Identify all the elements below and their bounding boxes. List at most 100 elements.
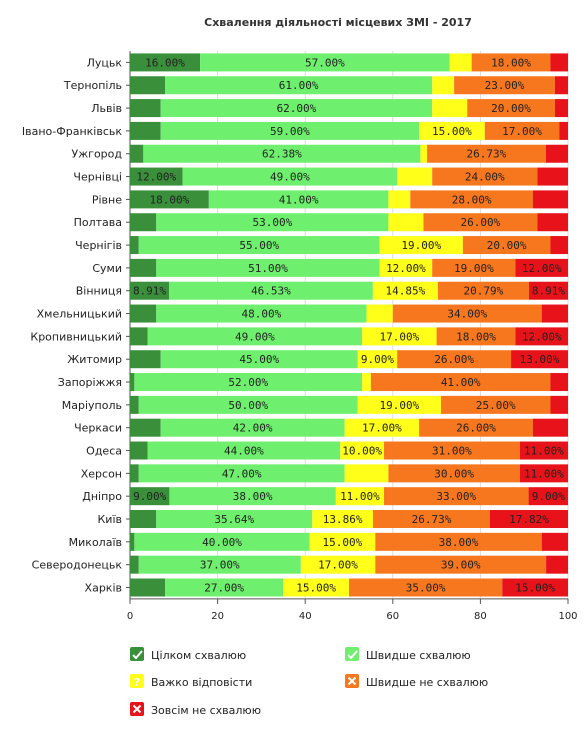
- bar-segment: [130, 236, 139, 255]
- legend-swatch: [130, 674, 144, 688]
- data-label: 11.00%: [524, 445, 564, 458]
- bar-segment: [160, 418, 345, 437]
- bar-segment: [384, 441, 520, 460]
- data-label: 26.00%: [434, 353, 474, 366]
- data-label: 15.00%: [323, 536, 363, 549]
- bar-segment: [559, 121, 568, 140]
- data-label: 37.00%: [200, 559, 240, 572]
- category-label: Запоріжжя: [58, 376, 122, 389]
- bar-segment: [156, 258, 380, 277]
- data-label: 12.00%: [522, 330, 562, 343]
- category-label: Кропивницький: [30, 330, 122, 343]
- data-label: 8.91%: [532, 285, 565, 298]
- bar-segment: [427, 144, 546, 163]
- bar-segment: [208, 190, 389, 209]
- category-label: Чернігів: [75, 239, 122, 252]
- bar-segment: [130, 213, 157, 232]
- bar-segment: [357, 350, 398, 369]
- data-label: 38.00%: [233, 490, 273, 503]
- bar-segment: [546, 555, 568, 574]
- category-label: Маріуполь: [62, 399, 122, 412]
- data-label: 28.00%: [452, 193, 492, 206]
- bar-segment: [550, 53, 568, 72]
- bar-segment: [423, 213, 538, 232]
- bar-segment: [130, 167, 183, 186]
- bar-segment: [130, 99, 161, 118]
- bar-segment: [410, 190, 533, 209]
- bar-segment: [156, 304, 367, 323]
- cross-icon: [132, 704, 142, 714]
- bar-segment: [130, 510, 157, 529]
- x-tick-label: 80: [474, 611, 487, 622]
- bar-segment: [130, 487, 170, 506]
- question-icon: ?: [134, 676, 140, 689]
- bar-segment: [283, 578, 349, 597]
- bar-segment: [130, 121, 161, 140]
- legend-swatch: [345, 647, 359, 661]
- data-label: 19.00%: [401, 239, 441, 252]
- bar-segment: [502, 578, 568, 597]
- bar-segment: [130, 350, 161, 369]
- category-label: Полтава: [74, 216, 122, 229]
- bar-segment: [156, 510, 313, 529]
- bar-segment: [134, 532, 310, 551]
- bar-segment: [138, 464, 345, 483]
- bar-segment: [370, 373, 551, 392]
- bar-segment: [300, 555, 376, 574]
- data-label: 62.38%: [262, 148, 302, 161]
- bar-segment: [165, 76, 433, 95]
- svg-text:?: ?: [134, 676, 140, 689]
- data-label: 35.00%: [406, 582, 446, 595]
- category-label: Тернопіль: [63, 79, 122, 92]
- bar-segment: [156, 213, 389, 232]
- check-icon: [132, 650, 143, 660]
- data-label: 61.00%: [279, 79, 319, 92]
- data-label: 49.00%: [270, 171, 310, 184]
- data-label: 16.00%: [145, 56, 185, 69]
- bar-segment: [130, 395, 139, 414]
- bar-segment: [138, 395, 358, 414]
- data-label: 17.00%: [502, 125, 542, 138]
- data-label: 19.00%: [379, 399, 419, 412]
- bar-segment: [130, 53, 201, 72]
- bar-segment: [550, 236, 568, 255]
- bar-segment: [467, 99, 555, 118]
- bar-segment: [541, 304, 568, 323]
- data-label: 26.73%: [467, 148, 507, 161]
- data-label: 15.00%: [296, 582, 336, 595]
- bar-segment: [519, 441, 568, 460]
- data-label: 18.00%: [491, 56, 531, 69]
- data-label: 9.00%: [532, 490, 565, 503]
- bar-segment: [545, 144, 568, 163]
- data-label: 17.82%: [509, 513, 549, 526]
- category-label: Луцьк: [87, 56, 123, 69]
- category-label: Ужгород: [72, 148, 123, 161]
- legend-label: Зовсім не схвалюю: [151, 704, 261, 717]
- data-label: 30.00%: [434, 467, 474, 480]
- bar-segment: [130, 281, 170, 300]
- bar-segment: [349, 578, 503, 597]
- bar-segment: [130, 578, 166, 597]
- bar-segment: [532, 418, 568, 437]
- legend: Цілком схвалюю Швидше схвалюю? Важко відпо…: [130, 647, 488, 717]
- data-label: 8.91%: [133, 285, 166, 298]
- data-label: 46.53%: [251, 285, 291, 298]
- bar-segment: [357, 395, 441, 414]
- data-label: 26.00%: [461, 216, 501, 229]
- bar-segment: [372, 281, 438, 300]
- bar-segment: [130, 464, 139, 483]
- category-labels: Луцьк Тернопіль Львів Івано-Франківськ Ужгор…: [22, 56, 130, 595]
- bar-segment: [335, 487, 385, 506]
- bar-segment: [388, 213, 424, 232]
- bar-segment: [462, 236, 551, 255]
- data-label: 12.00%: [136, 171, 176, 184]
- data-label: 13.86%: [323, 513, 363, 526]
- data-label: 24.00%: [465, 171, 505, 184]
- bar-segment: [344, 464, 389, 483]
- data-label: 14.85%: [386, 285, 426, 298]
- data-label: 41.00%: [279, 193, 319, 206]
- bar-segment: [449, 53, 472, 72]
- data-label: 47.00%: [222, 467, 262, 480]
- data-label: 62.00%: [277, 102, 317, 115]
